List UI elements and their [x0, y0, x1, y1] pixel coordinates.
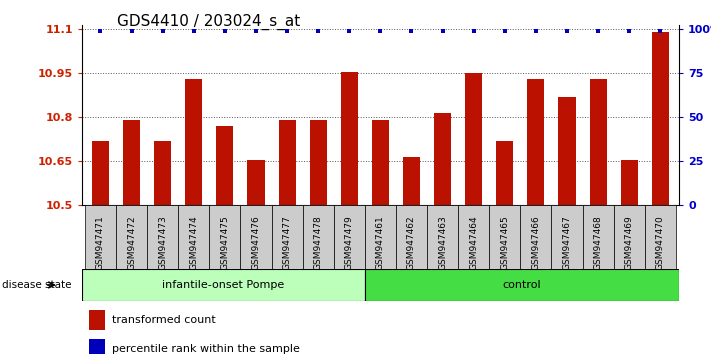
- Bar: [365, 205, 396, 269]
- Point: [282, 28, 293, 34]
- Bar: [589, 79, 606, 205]
- Bar: [116, 205, 147, 269]
- Bar: [396, 205, 427, 269]
- Text: control: control: [503, 280, 541, 290]
- Bar: [645, 205, 676, 269]
- Text: GSM947466: GSM947466: [531, 215, 540, 270]
- Point: [592, 28, 604, 34]
- Bar: [372, 120, 389, 205]
- Bar: [614, 205, 645, 269]
- Point: [406, 28, 417, 34]
- Bar: [403, 157, 420, 205]
- Text: transformed count: transformed count: [112, 315, 215, 325]
- Bar: [558, 97, 576, 205]
- Text: GSM947477: GSM947477: [282, 215, 292, 270]
- Bar: [85, 205, 116, 269]
- Bar: [303, 205, 333, 269]
- Text: GSM947472: GSM947472: [127, 215, 136, 269]
- Bar: [365, 269, 679, 301]
- Point: [530, 28, 542, 34]
- Text: GSM947475: GSM947475: [220, 215, 230, 270]
- Bar: [92, 141, 109, 205]
- Bar: [209, 205, 240, 269]
- Bar: [279, 120, 296, 205]
- Bar: [582, 205, 614, 269]
- Point: [468, 28, 479, 34]
- Bar: [89, 339, 105, 354]
- Bar: [154, 141, 171, 205]
- Bar: [82, 269, 365, 301]
- Bar: [333, 205, 365, 269]
- Bar: [552, 205, 582, 269]
- Point: [313, 28, 324, 34]
- Text: GSM947467: GSM947467: [562, 215, 572, 270]
- Point: [126, 28, 137, 34]
- Bar: [427, 205, 458, 269]
- Bar: [216, 126, 233, 205]
- Bar: [496, 141, 513, 205]
- Bar: [89, 310, 105, 330]
- Bar: [185, 79, 203, 205]
- Text: disease state: disease state: [1, 280, 71, 290]
- Text: infantile-onset Pompe: infantile-onset Pompe: [162, 280, 284, 290]
- Point: [219, 28, 230, 34]
- Bar: [147, 205, 178, 269]
- Text: GDS4410 / 203024_s_at: GDS4410 / 203024_s_at: [117, 14, 301, 30]
- Point: [157, 28, 169, 34]
- Text: GSM947461: GSM947461: [376, 215, 385, 270]
- Text: GSM947476: GSM947476: [252, 215, 260, 270]
- Bar: [247, 160, 264, 205]
- Bar: [341, 72, 358, 205]
- Bar: [123, 120, 140, 205]
- Text: GSM947479: GSM947479: [345, 215, 354, 270]
- Text: GSM947473: GSM947473: [158, 215, 167, 270]
- Point: [250, 28, 262, 34]
- Bar: [520, 205, 552, 269]
- Bar: [489, 205, 520, 269]
- Bar: [434, 113, 451, 205]
- Text: percentile rank within the sample: percentile rank within the sample: [112, 344, 299, 354]
- Bar: [458, 205, 489, 269]
- Point: [188, 28, 199, 34]
- Point: [562, 28, 573, 34]
- Point: [499, 28, 510, 34]
- Bar: [465, 73, 482, 205]
- Text: GSM947478: GSM947478: [314, 215, 323, 270]
- Point: [343, 28, 355, 34]
- Point: [437, 28, 448, 34]
- Point: [95, 28, 106, 34]
- Text: GSM947468: GSM947468: [594, 215, 603, 270]
- Point: [624, 28, 635, 34]
- Text: GSM947464: GSM947464: [469, 215, 479, 269]
- Bar: [652, 32, 669, 205]
- Text: GSM947471: GSM947471: [96, 215, 105, 270]
- Text: GSM947463: GSM947463: [438, 215, 447, 270]
- Text: GSM947470: GSM947470: [656, 215, 665, 270]
- Bar: [528, 79, 545, 205]
- Text: GSM947465: GSM947465: [501, 215, 509, 270]
- Bar: [309, 120, 327, 205]
- Bar: [272, 205, 303, 269]
- Bar: [621, 160, 638, 205]
- Text: GSM947469: GSM947469: [625, 215, 634, 270]
- Text: GSM947474: GSM947474: [189, 215, 198, 269]
- Bar: [178, 205, 209, 269]
- Text: GSM947462: GSM947462: [407, 215, 416, 269]
- Point: [655, 28, 666, 34]
- Bar: [240, 205, 272, 269]
- Point: [375, 28, 386, 34]
